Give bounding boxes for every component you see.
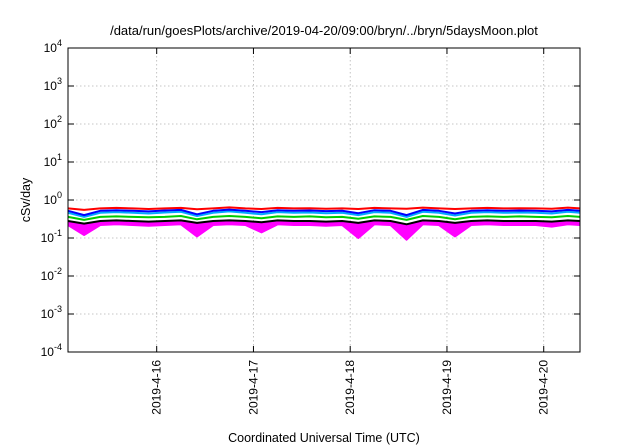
- y-tick-label: 101: [44, 152, 62, 169]
- y-tick-base: 10: [44, 117, 58, 131]
- y-tick-label: 10-2: [41, 266, 62, 283]
- x-tick-label: 2019-4-18: [343, 360, 357, 415]
- grid: [68, 48, 580, 352]
- x-tick-label: 2019-4-17: [246, 360, 260, 415]
- series-line: [67, 206, 581, 211]
- y-tick-label: 10-1: [41, 228, 62, 245]
- y-tick-exponent: 0: [57, 190, 62, 200]
- series-group: [67, 206, 581, 241]
- y-axis-label: cSv/day: [19, 177, 33, 222]
- y-tick-base: 10: [44, 79, 58, 93]
- y-tick-exponent: -2: [54, 266, 62, 276]
- y-tick-exponent: -1: [54, 228, 62, 238]
- series-line: [67, 210, 581, 218]
- y-tick-label: 10-3: [41, 304, 62, 321]
- y-tick-exponent: 4: [57, 38, 62, 48]
- y-tick-label: 104: [44, 38, 62, 55]
- x-tick-label: 2019-4-16: [150, 360, 164, 415]
- x-tick-label: 2019-4-20: [537, 360, 551, 415]
- y-tick-exponent: 1: [57, 152, 62, 162]
- x-axis-label: Coordinated Universal Time (UTC): [228, 431, 420, 445]
- y-tick-label: 103: [44, 76, 62, 93]
- y-tick-base: 10: [41, 269, 55, 283]
- y-tick-exponent: 2: [57, 114, 62, 124]
- series-line: [67, 223, 581, 241]
- y-tick-base: 10: [44, 155, 58, 169]
- series-band-magenta: [68, 220, 580, 240]
- chart-title: /data/run/goesPlots/archive/2019-04-20/0…: [110, 23, 538, 38]
- series-line: [67, 215, 581, 221]
- series-line: [67, 219, 581, 226]
- y-tick-label: 10-4: [41, 342, 62, 359]
- y-tick-exponent: -4: [54, 342, 62, 352]
- y-tick-label: 100: [44, 190, 62, 207]
- y-tick-base: 10: [41, 307, 55, 321]
- y-tick-base: 10: [41, 231, 55, 245]
- y-tick-base: 10: [44, 41, 58, 55]
- series-line: [67, 208, 581, 217]
- y-tick-exponent: 3: [57, 76, 62, 86]
- x-axis: 2019-4-16 2019-4-17 2019-4-18 2019-4-19 2019…: [150, 48, 551, 415]
- y-tick-base: 10: [44, 193, 58, 207]
- y-tick-label: 102: [44, 114, 62, 131]
- x-tick-label: 2019-4-19: [440, 360, 454, 415]
- y-tick-exponent: -3: [54, 304, 62, 314]
- y-tick-base: 10: [41, 345, 55, 359]
